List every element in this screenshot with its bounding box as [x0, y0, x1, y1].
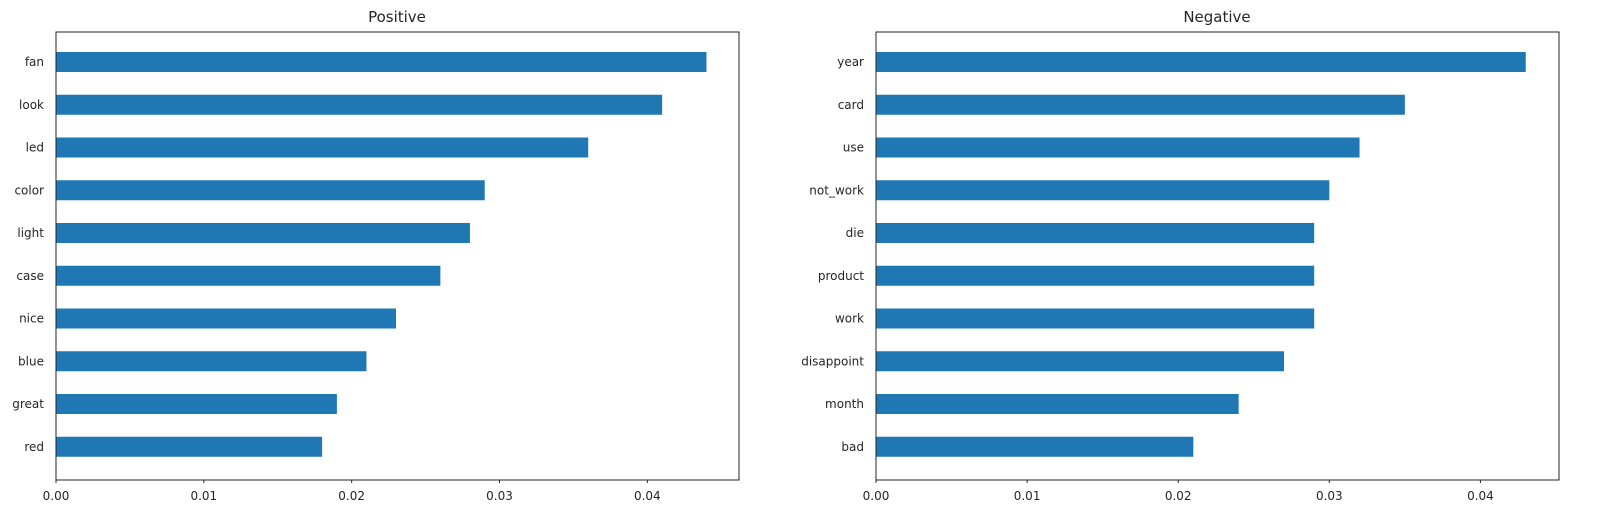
bar-disappoint — [876, 351, 1284, 372]
x-tick-label: 0.00 — [863, 489, 890, 503]
y-tick-label: not_work — [809, 183, 864, 197]
bar-nice — [56, 308, 397, 329]
y-tick-label: blue — [18, 354, 44, 368]
positive-chart-panel: Positive fan look led color light case nice blu… — [12, 8, 740, 503]
y-tick-label: use — [843, 141, 864, 155]
x-tick-label: 0.00 — [43, 489, 70, 503]
chart-title: Positive — [368, 8, 426, 26]
x-tick-label: 0.01 — [1014, 489, 1041, 503]
y-tick-label: red — [24, 440, 44, 454]
x-tick-label: 0.03 — [1316, 489, 1343, 503]
bar-not_work — [876, 180, 1330, 201]
y-tick-label: product — [818, 269, 864, 283]
x-tick-label: 0.04 — [1467, 489, 1494, 503]
bar-light — [56, 223, 470, 243]
x-tick-label: 0.03 — [486, 489, 513, 503]
chart-title: Negative — [1183, 8, 1250, 26]
bar-bad — [876, 436, 1194, 457]
y-tick-label: look — [19, 98, 44, 112]
bar-red — [56, 436, 323, 457]
plot-frame — [875, 31, 1560, 481]
y-tick-label: work — [835, 312, 864, 326]
y-tick-label: great — [12, 397, 44, 411]
bar-case — [56, 265, 441, 286]
y-tick-label: color — [14, 183, 44, 197]
y-tick-label: year — [837, 55, 864, 69]
bar-fan — [56, 52, 707, 72]
bar-blue — [56, 351, 367, 372]
bar-use — [876, 137, 1360, 158]
y-tick-label: fan — [25, 55, 44, 69]
y-tick-label: light — [17, 226, 44, 240]
x-tick-label: 0.04 — [634, 489, 661, 503]
bar-color — [56, 180, 485, 201]
y-tick-label: die — [846, 226, 864, 240]
y-tick-label: led — [26, 141, 44, 155]
bar-led — [56, 137, 589, 158]
bar-product — [876, 265, 1315, 286]
x-tick-label: 0.02 — [1165, 489, 1192, 503]
y-tick-label: bad — [841, 440, 864, 454]
bar-great — [56, 394, 337, 414]
x-tick-label: 0.02 — [338, 489, 365, 503]
bar-work — [876, 308, 1315, 329]
plot-frame — [55, 31, 740, 481]
y-tick-label: nice — [19, 312, 44, 326]
bar-month — [876, 394, 1239, 414]
y-tick-label: month — [825, 397, 864, 411]
x-tick-label: 0.01 — [190, 489, 217, 503]
bar-year — [876, 52, 1526, 72]
bar-card — [876, 94, 1405, 115]
y-tick-label: card — [838, 98, 864, 112]
y-tick-label: disappoint — [801, 354, 864, 368]
y-tick-label: case — [16, 269, 44, 283]
bar-die — [876, 223, 1315, 243]
bar-look — [56, 94, 663, 115]
